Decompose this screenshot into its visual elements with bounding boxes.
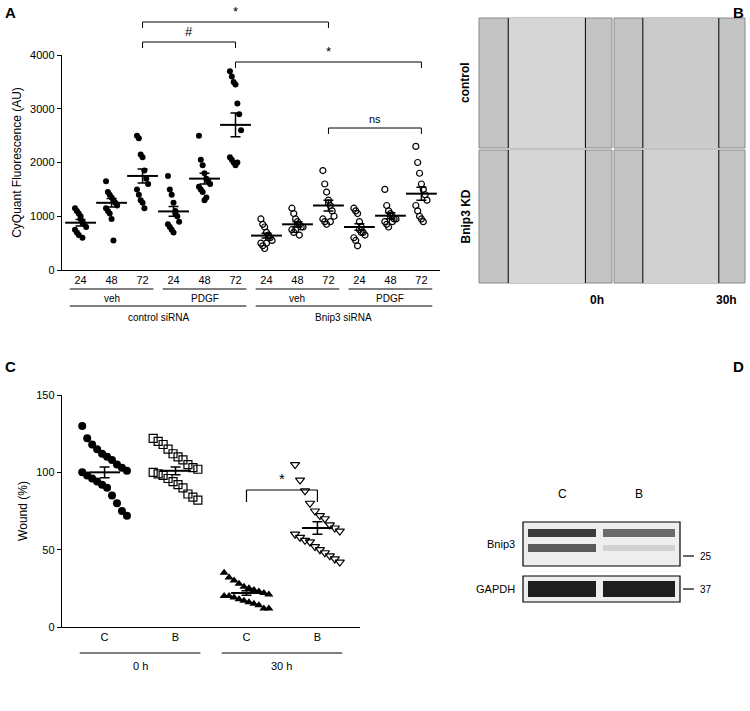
svg-text:30 h: 30 h — [271, 660, 292, 672]
svg-text:B: B — [733, 4, 744, 21]
svg-text:*: * — [233, 4, 238, 19]
svg-text:72: 72 — [136, 274, 148, 286]
svg-text:B: B — [635, 487, 643, 501]
svg-text:C: C — [5, 358, 16, 375]
svg-text:100: 100 — [36, 466, 54, 478]
svg-text:48: 48 — [198, 274, 210, 286]
svg-text:C: C — [243, 631, 251, 643]
svg-text:3000: 3000 — [30, 103, 54, 115]
svg-text:0h: 0h — [590, 293, 604, 307]
svg-text:1000: 1000 — [30, 210, 54, 222]
svg-text:0: 0 — [48, 264, 54, 276]
svg-text:50: 50 — [42, 544, 54, 556]
svg-text:48: 48 — [384, 274, 396, 286]
svg-text:C: C — [558, 487, 567, 501]
svg-text:0 h: 0 h — [133, 660, 148, 672]
svg-text:control: control — [458, 62, 472, 103]
svg-text:A: A — [5, 4, 16, 21]
svg-text:48: 48 — [105, 274, 117, 286]
svg-text:CyQuant Fluorescence (AU): CyQuant Fluorescence (AU) — [10, 87, 24, 238]
svg-text:25: 25 — [700, 551, 712, 562]
svg-text:24: 24 — [353, 274, 365, 286]
svg-text:4000: 4000 — [30, 49, 54, 61]
svg-text:0: 0 — [48, 621, 54, 633]
svg-text:30h: 30h — [716, 293, 737, 307]
svg-text:GAPDH: GAPDH — [476, 583, 515, 595]
svg-text:72: 72 — [322, 274, 334, 286]
svg-text:24: 24 — [260, 274, 272, 286]
svg-text:control siRNA: control siRNA — [128, 312, 189, 323]
svg-text:#: # — [185, 24, 193, 39]
svg-text:PDGF: PDGF — [376, 293, 404, 304]
svg-text:B: B — [172, 631, 179, 643]
svg-text:ns: ns — [369, 113, 381, 125]
svg-text:24: 24 — [74, 274, 86, 286]
svg-text:37: 37 — [700, 584, 712, 595]
svg-text:Bnip3: Bnip3 — [487, 538, 515, 550]
svg-text:veh: veh — [289, 293, 305, 304]
svg-text:Bnip3 siRNA: Bnip3 siRNA — [315, 312, 372, 323]
svg-text:B: B — [314, 631, 321, 643]
svg-text:D: D — [733, 358, 744, 375]
svg-text:PDGF: PDGF — [191, 293, 219, 304]
svg-text:Wound (%): Wound (%) — [16, 481, 30, 541]
svg-text:2000: 2000 — [30, 156, 54, 168]
svg-text:*: * — [326, 44, 331, 59]
svg-text:48: 48 — [291, 274, 303, 286]
svg-text:veh: veh — [104, 293, 120, 304]
svg-text:*: * — [279, 470, 285, 487]
svg-text:150: 150 — [36, 389, 54, 401]
svg-text:Bnip3 KD: Bnip3 KD — [459, 189, 473, 243]
svg-text:72: 72 — [415, 274, 427, 286]
svg-text:24: 24 — [167, 274, 179, 286]
svg-text:C: C — [101, 631, 109, 643]
svg-text:72: 72 — [229, 274, 241, 286]
